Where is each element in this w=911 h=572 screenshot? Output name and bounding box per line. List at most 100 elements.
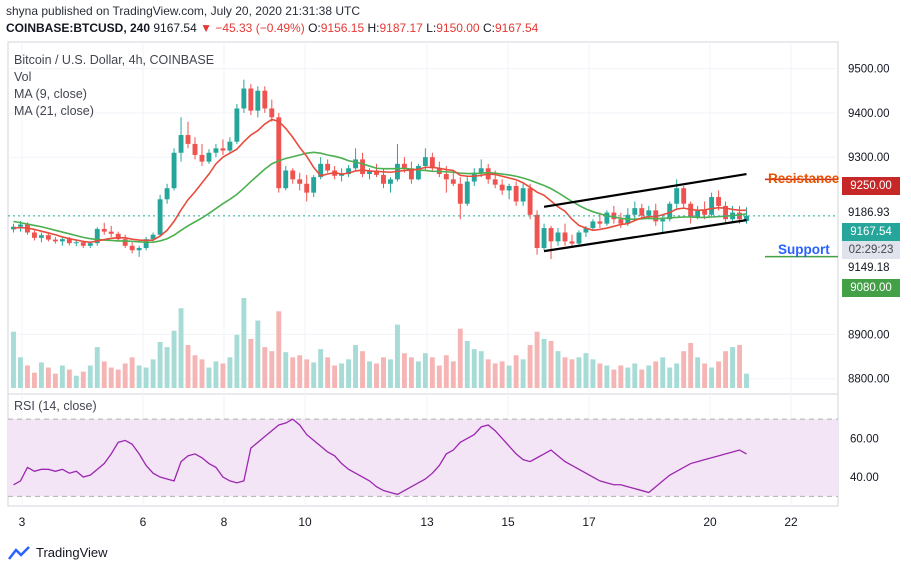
volume-bar — [185, 345, 191, 388]
volume-bar — [408, 357, 414, 388]
candle-body — [716, 197, 722, 206]
close-label: C: — [482, 21, 495, 35]
support-price-tag: 9080.00 — [842, 279, 900, 297]
candle-body — [213, 148, 219, 153]
candle-body — [534, 214, 540, 249]
volume-bar — [702, 363, 708, 388]
volume-bar — [73, 375, 79, 388]
time-tick-label: 8 — [221, 515, 228, 529]
candle-body — [388, 179, 393, 184]
volume-bar — [283, 352, 289, 388]
volume-bar — [353, 345, 359, 388]
candle-body — [80, 242, 86, 246]
candle-body — [18, 224, 23, 227]
volume-bar — [464, 340, 470, 388]
rsi-pane: 40.00 60.00 — [8, 418, 879, 497]
candle-body — [723, 205, 729, 220]
candle-body — [443, 174, 449, 180]
volume-bar — [18, 357, 23, 388]
publish-info: shyna published on TradingView.com, July… — [6, 4, 360, 18]
candle-body — [52, 239, 58, 242]
price-tick-label: 9400.00 — [848, 108, 890, 120]
candle-body — [248, 88, 254, 111]
ma9-legend: MA (9, close) — [14, 87, 87, 101]
candle-body — [374, 170, 379, 175]
volume-bar — [325, 357, 331, 388]
candle-body — [360, 159, 365, 175]
candle-body — [318, 163, 324, 178]
volume-bar — [401, 353, 407, 388]
volume-bar — [744, 373, 749, 388]
high-label: H: — [367, 21, 380, 35]
candle-body — [562, 232, 568, 242]
volume-bar — [297, 355, 303, 388]
rsi-legend: RSI (14, close) — [14, 399, 97, 413]
volume-bar — [576, 357, 582, 388]
volume-bar — [108, 367, 114, 388]
chart-title: Bitcoin / U.S. Dollar, 4h, COINBASE — [14, 53, 215, 67]
volume-bar — [255, 320, 261, 388]
candle-body — [583, 228, 589, 233]
volume-bar — [506, 365, 512, 388]
last-price: 9167.54 — [153, 21, 197, 35]
last-price-tag: 9167.54 — [842, 223, 900, 241]
candle-body — [87, 243, 93, 246]
price-tick-label: 9500.00 — [848, 64, 890, 76]
volume-bar — [492, 363, 498, 388]
candle-body — [115, 233, 121, 240]
volume-bar — [548, 340, 554, 388]
candle-body — [513, 185, 519, 202]
open-label: O: — [308, 21, 321, 35]
volume-bar — [374, 363, 379, 388]
candle-body — [150, 234, 156, 240]
ma21-line — [13, 151, 747, 244]
candle-body — [618, 219, 624, 224]
axis-ticks: 8800.00 8900.00 9300.00 9400.00 9500.00 3 6 8 10… — [19, 64, 890, 529]
volume-bar — [395, 324, 400, 388]
candle-body — [262, 90, 268, 109]
candle-body — [304, 183, 310, 193]
volume-bar — [213, 361, 219, 388]
volume-bar — [31, 372, 37, 388]
volume-bar — [164, 347, 170, 388]
price-change: ▼ −45.33 (−0.49%) — [200, 21, 305, 35]
volume-bar — [632, 363, 638, 388]
symbol-name: COINBASE:BTCUSD, 240 — [6, 21, 151, 35]
candle-body — [136, 248, 142, 251]
candle-body — [422, 157, 428, 167]
candle-body — [744, 215, 749, 221]
candle-body — [604, 212, 610, 224]
volume-bar — [709, 367, 715, 388]
volume-bar — [583, 353, 589, 388]
candle-body — [255, 90, 261, 111]
volume-bar — [66, 369, 72, 388]
candle-body — [108, 231, 114, 234]
volume-bar — [604, 365, 610, 388]
candle-body — [346, 168, 352, 175]
volume-bar — [534, 331, 540, 388]
volume-bar — [150, 359, 156, 388]
candle-body — [464, 181, 470, 204]
trend-channel — [8, 172, 838, 258]
candle-body — [695, 210, 701, 217]
candle-body — [220, 148, 226, 151]
volume-bar — [527, 345, 533, 388]
candle-body — [471, 172, 477, 182]
candle-body — [157, 199, 163, 235]
time-tick-label: 3 — [19, 515, 26, 529]
volume-bar — [94, 347, 100, 388]
volume-bar — [304, 359, 310, 388]
low-value: 9150.00 — [436, 21, 480, 35]
footer-brand[interactable]: TradingView — [8, 545, 108, 560]
volume-bar — [59, 365, 65, 388]
candle-body — [31, 232, 37, 238]
volume-bar — [450, 361, 456, 388]
candle-body — [171, 152, 177, 189]
resistance-price-tag: 9250.00 — [842, 177, 900, 195]
volume-bar — [276, 311, 282, 388]
volume-bar — [688, 343, 694, 388]
volume-bar — [660, 357, 666, 388]
volume-bar — [290, 357, 296, 388]
volume-bar — [443, 355, 449, 388]
